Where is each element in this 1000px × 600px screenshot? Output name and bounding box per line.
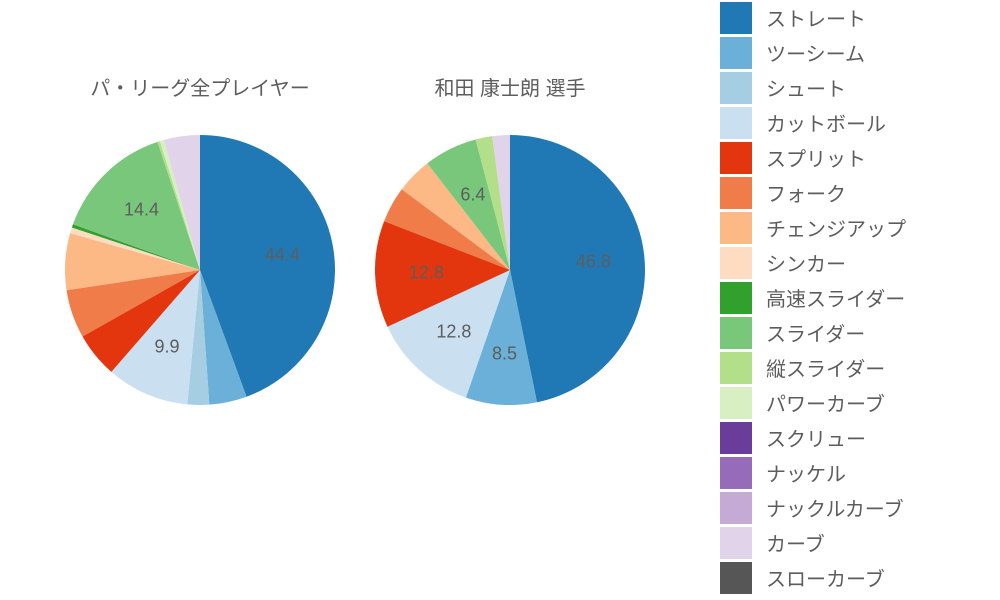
- legend-item: スライダー: [720, 315, 990, 350]
- legend-swatch: [720, 317, 752, 349]
- legend-item: スローカーブ: [720, 560, 990, 595]
- slice-label: 14.4: [124, 200, 159, 221]
- legend-label: フォーク: [766, 178, 846, 207]
- slice-label: 46.8: [576, 251, 611, 272]
- legend-label: シュート: [766, 73, 846, 102]
- slice-label: 9.9: [154, 336, 179, 357]
- legend-label: ストレート: [766, 3, 866, 32]
- legend-item: シンカー: [720, 245, 990, 280]
- legend-item: ツーシーム: [720, 35, 990, 70]
- chart-container: パ・リーグ全プレイヤー 和田 康士朗 選手 44.4 9.9 14.4 46.8 8.…: [0, 0, 1000, 600]
- legend-label: カーブ: [766, 528, 825, 557]
- legend-label: 高速スライダー: [766, 283, 905, 312]
- legend-swatch: [720, 247, 752, 279]
- legend-item: チェンジアップ: [720, 210, 990, 245]
- legend-item: ナックルカーブ: [720, 490, 990, 525]
- legend-item: ナッケル: [720, 455, 990, 490]
- legend-label: スクリュー: [766, 423, 866, 452]
- legend-swatch: [720, 562, 752, 594]
- legend-label: スライダー: [766, 318, 865, 347]
- legend-label: チェンジアップ: [766, 213, 906, 242]
- slice-label: 8.5: [492, 343, 517, 364]
- slice-label: 12.8: [436, 322, 471, 343]
- chart-title-right: 和田 康士朗 選手: [360, 72, 660, 101]
- legend-label: パワーカーブ: [766, 388, 885, 417]
- legend-label: ツーシーム: [766, 38, 865, 67]
- legend-swatch: [720, 422, 752, 454]
- legend-swatch: [720, 492, 752, 524]
- slice-label: 44.4: [265, 245, 300, 266]
- legend-item: フォーク: [720, 175, 990, 210]
- legend-swatch: [720, 282, 752, 314]
- legend: ストレートツーシームシュートカットボールスプリットフォークチェンジアップシンカー…: [720, 0, 990, 595]
- legend-item: カーブ: [720, 525, 990, 560]
- slice-label: 12.8: [409, 262, 444, 283]
- legend-swatch: [720, 352, 752, 384]
- legend-item: 高速スライダー: [720, 280, 990, 315]
- legend-swatch: [720, 212, 752, 244]
- legend-swatch: [720, 107, 752, 139]
- legend-swatch: [720, 177, 752, 209]
- legend-item: 縦スライダー: [720, 350, 990, 385]
- legend-swatch: [720, 72, 752, 104]
- legend-label: シンカー: [766, 248, 846, 277]
- legend-item: スプリット: [720, 140, 990, 175]
- chart-title-left: パ・リーグ全プレイヤー: [50, 72, 350, 101]
- legend-label: スローカーブ: [766, 563, 885, 592]
- pie-chart-left: 44.4 9.9 14.4: [65, 135, 335, 405]
- legend-item: シュート: [720, 70, 990, 105]
- legend-swatch: [720, 142, 752, 174]
- legend-swatch: [720, 37, 752, 69]
- legend-swatch: [720, 2, 752, 34]
- legend-item: スクリュー: [720, 420, 990, 455]
- legend-label: 縦スライダー: [766, 353, 885, 382]
- legend-item: カットボール: [720, 105, 990, 140]
- legend-label: ナッケル: [766, 458, 846, 487]
- legend-label: スプリット: [766, 143, 866, 172]
- legend-swatch: [720, 457, 752, 489]
- slice-label: 6.4: [460, 184, 485, 205]
- legend-swatch: [720, 527, 752, 559]
- legend-label: ナックルカーブ: [766, 493, 904, 522]
- legend-item: パワーカーブ: [720, 385, 990, 420]
- legend-swatch: [720, 387, 752, 419]
- pie-chart-right: 46.8 8.5 12.8 12.8 6.4: [375, 135, 645, 405]
- legend-item: ストレート: [720, 0, 990, 35]
- legend-label: カットボール: [766, 108, 886, 137]
